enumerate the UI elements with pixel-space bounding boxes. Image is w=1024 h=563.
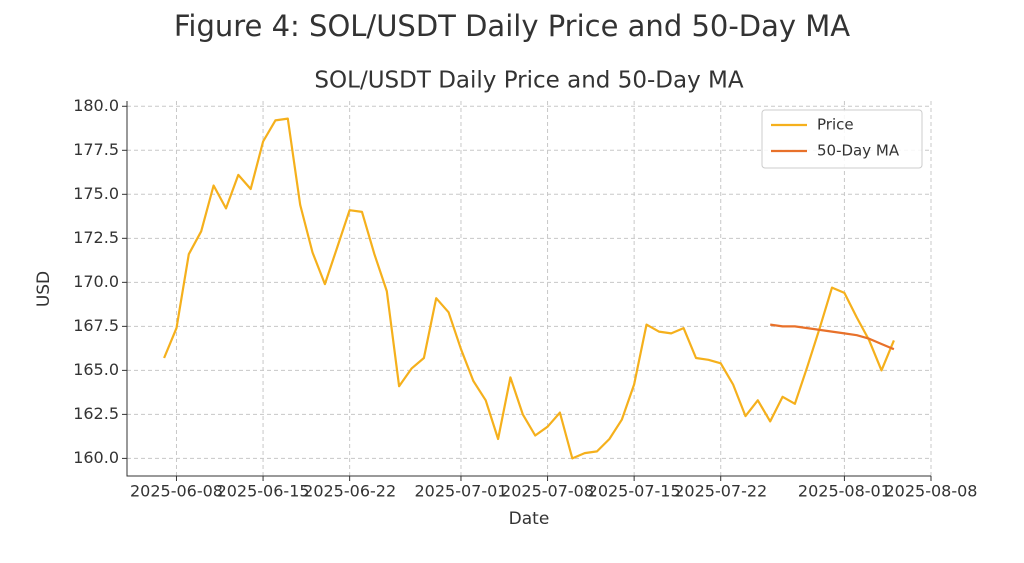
y-tick-label: 175.0 <box>73 184 119 203</box>
y-tick-label: 162.5 <box>73 404 119 423</box>
y-tick-label: 170.0 <box>73 272 119 291</box>
legend-label: Price <box>817 116 854 134</box>
axis-frame <box>126 101 931 477</box>
x-tick-label: 2025-07-01 <box>414 482 507 501</box>
x-tick-label: 2025-07-08 <box>501 482 594 501</box>
y-tick-label: 172.5 <box>73 228 119 247</box>
x-tick-label: 2025-07-15 <box>588 482 681 501</box>
y-axis-label: USD <box>34 271 54 307</box>
series-line <box>163 117 895 460</box>
x-tick-label: 2025-07-22 <box>674 482 767 501</box>
chart-title: SOL/USDT Daily Price and 50-Day MA <box>314 68 743 94</box>
y-tick-label: 160.0 <box>73 448 119 467</box>
y-tick-label: 167.5 <box>73 316 119 335</box>
x-tick-label: 2025-06-08 <box>130 482 223 501</box>
y-tick-label: 177.5 <box>73 140 119 159</box>
legend-label: 50-Day MA <box>817 142 900 160</box>
y-tick-label: 180.0 <box>73 96 119 115</box>
x-tick-label: 2025-08-01 <box>798 482 891 501</box>
x-tick-label: 2025-08-08 <box>885 482 978 501</box>
x-axis-label: Date <box>509 509 550 529</box>
x-tick-label: 2025-06-15 <box>217 482 310 501</box>
figure-title: Figure 4: SOL/USDT Daily Price and 50-Da… <box>174 9 850 43</box>
y-tick-label: 165.0 <box>73 360 119 379</box>
series-line <box>770 323 895 351</box>
x-tick-label: 2025-06-22 <box>303 482 396 501</box>
